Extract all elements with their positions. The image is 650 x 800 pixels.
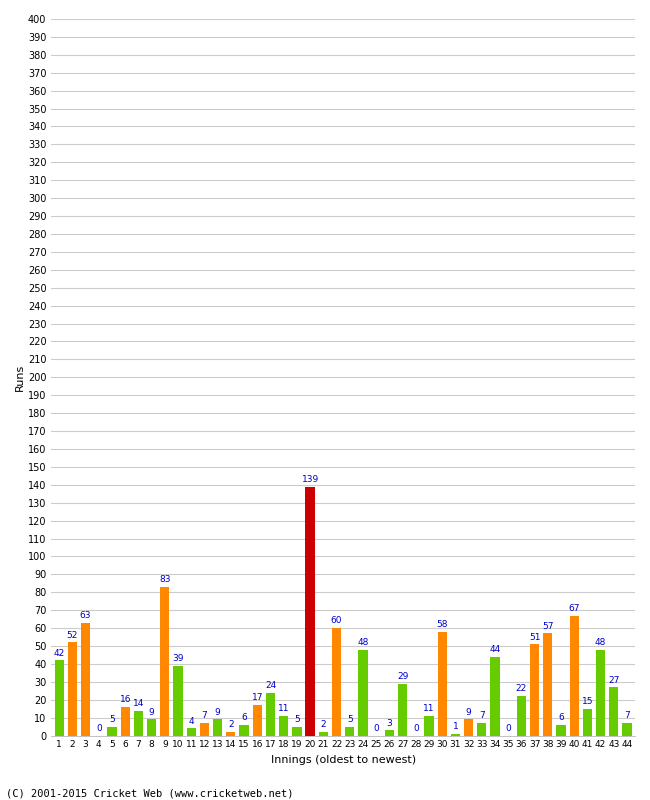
Bar [226,732,235,735]
Text: 5: 5 [109,715,115,724]
Bar [318,732,328,735]
Text: 44: 44 [489,645,500,654]
Bar [213,719,222,735]
Text: 0: 0 [413,724,419,733]
Text: 63: 63 [80,611,92,620]
Bar [569,615,579,735]
Text: 42: 42 [53,649,65,658]
Bar [464,719,473,735]
Bar [306,486,315,735]
Bar [437,632,447,735]
Text: 7: 7 [479,711,485,720]
Bar [530,644,540,735]
Text: 1: 1 [452,722,458,731]
Bar [68,642,77,735]
Bar [358,650,367,735]
Bar [450,734,460,735]
Bar [424,716,434,735]
Y-axis label: Runs: Runs [15,364,25,391]
Bar [292,726,302,735]
Text: 58: 58 [436,620,448,629]
Text: 0: 0 [373,724,379,733]
Bar [583,709,592,735]
Text: 51: 51 [529,633,540,642]
Text: 7: 7 [202,711,207,720]
Text: 0: 0 [505,724,511,733]
Bar [174,666,183,735]
Text: 9: 9 [149,708,155,717]
Bar [623,723,632,735]
Bar [239,725,249,735]
Bar [345,726,354,735]
Text: 15: 15 [582,697,593,706]
Bar [253,705,262,735]
Text: (C) 2001-2015 Cricket Web (www.cricketweb.net): (C) 2001-2015 Cricket Web (www.cricketwe… [6,789,294,798]
Bar [609,687,619,735]
Text: 16: 16 [120,695,131,704]
Text: 7: 7 [624,711,630,720]
Bar [55,660,64,735]
Text: 14: 14 [133,699,144,708]
Bar [543,634,552,735]
X-axis label: Innings (oldest to newest): Innings (oldest to newest) [270,755,416,765]
Bar [121,707,130,735]
Text: 52: 52 [67,630,78,640]
Text: 9: 9 [214,708,220,717]
Bar [398,684,407,735]
Text: 27: 27 [608,675,619,685]
Text: 5: 5 [294,715,300,724]
Text: 9: 9 [465,708,471,717]
Text: 83: 83 [159,575,170,584]
Text: 11: 11 [278,704,289,713]
Bar [147,719,156,735]
Text: 48: 48 [358,638,369,647]
Text: 22: 22 [516,685,527,694]
Text: 67: 67 [569,604,580,613]
Bar [556,725,566,735]
Text: 2: 2 [320,720,326,730]
Text: 17: 17 [252,694,263,702]
Text: 60: 60 [331,617,343,626]
Text: 0: 0 [96,724,101,733]
Text: 2: 2 [228,720,234,730]
Text: 29: 29 [397,672,408,681]
Bar [187,729,196,735]
Bar [385,730,394,735]
Bar [517,696,526,735]
Text: 48: 48 [595,638,606,647]
Bar [107,726,116,735]
Text: 4: 4 [188,717,194,726]
Bar [81,622,90,735]
Bar [332,628,341,735]
Bar [160,587,170,735]
Text: 57: 57 [542,622,554,630]
Text: 139: 139 [302,475,318,484]
Text: 6: 6 [558,713,564,722]
Bar [279,716,289,735]
Bar [266,693,275,735]
Text: 39: 39 [172,654,184,663]
Bar [477,723,486,735]
Text: 6: 6 [241,713,247,722]
Bar [200,723,209,735]
Text: 11: 11 [423,704,435,713]
Text: 5: 5 [347,715,352,724]
Bar [596,650,605,735]
Text: 24: 24 [265,681,276,690]
Bar [134,710,143,735]
Text: 3: 3 [387,718,392,727]
Bar [490,657,500,735]
